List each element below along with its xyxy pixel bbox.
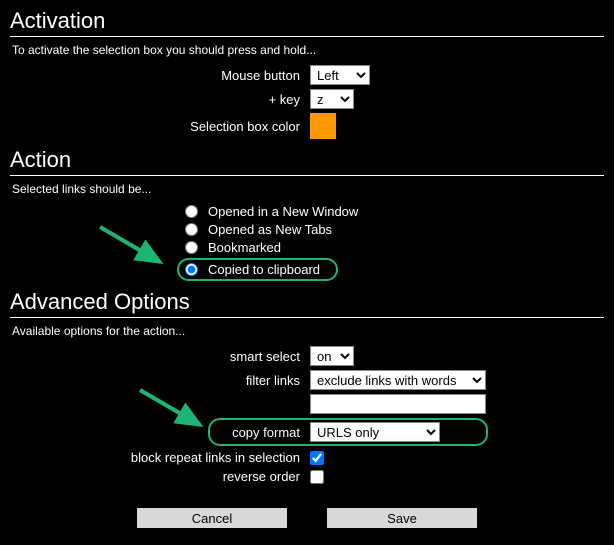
block-repeat-label: block repeat links in selection bbox=[10, 450, 310, 465]
section-title-action: Action bbox=[10, 147, 604, 176]
smart-select[interactable]: on bbox=[310, 346, 354, 366]
smart-select-label: smart select bbox=[10, 349, 310, 364]
advanced-subtitle: Available options for the action... bbox=[10, 324, 604, 338]
action-subtitle: Selected links should be... bbox=[10, 182, 604, 196]
radio-clipboard[interactable]: Copied to clipboard bbox=[185, 262, 320, 277]
radio-new-tabs-label: Opened as New Tabs bbox=[208, 222, 332, 237]
cancel-button[interactable]: Cancel bbox=[137, 508, 287, 528]
radio-clipboard-input[interactable] bbox=[185, 263, 198, 276]
radio-bookmarked[interactable]: Bookmarked bbox=[185, 240, 604, 255]
block-repeat-checkbox[interactable] bbox=[310, 451, 324, 465]
save-button[interactable]: Save bbox=[327, 508, 477, 528]
reverse-order-checkbox[interactable] bbox=[310, 470, 324, 484]
color-label: Selection box color bbox=[10, 119, 310, 134]
color-swatch[interactable] bbox=[310, 113, 336, 139]
radio-new-window-label: Opened in a New Window bbox=[208, 204, 358, 219]
radio-new-window[interactable]: Opened in a New Window bbox=[185, 204, 604, 219]
mouse-button-label: Mouse button bbox=[10, 68, 310, 83]
radio-clipboard-highlight: Copied to clipboard bbox=[177, 258, 338, 281]
key-label: + key bbox=[10, 92, 310, 107]
radio-new-window-input[interactable] bbox=[185, 205, 198, 218]
copy-format-label: copy format bbox=[216, 425, 310, 440]
copy-format-select[interactable]: URLS only bbox=[310, 422, 440, 442]
mouse-button-select[interactable]: Left bbox=[310, 65, 370, 85]
activation-subtitle: To activate the selection box you should… bbox=[10, 43, 604, 57]
filter-links-label: filter links bbox=[10, 373, 310, 388]
section-title-activation: Activation bbox=[10, 8, 604, 37]
section-title-advanced: Advanced Options bbox=[10, 289, 604, 318]
filter-links-select[interactable]: exclude links with words bbox=[310, 370, 486, 390]
radio-new-tabs[interactable]: Opened as New Tabs bbox=[185, 222, 604, 237]
copy-format-highlight: copy format URLS only bbox=[208, 418, 488, 446]
filter-text-input[interactable] bbox=[310, 394, 486, 414]
radio-clipboard-label: Copied to clipboard bbox=[208, 262, 320, 277]
radio-bookmarked-input[interactable] bbox=[185, 241, 198, 254]
radio-bookmarked-label: Bookmarked bbox=[208, 240, 281, 255]
key-select[interactable]: z bbox=[310, 89, 354, 109]
radio-new-tabs-input[interactable] bbox=[185, 223, 198, 236]
reverse-order-label: reverse order bbox=[10, 469, 310, 484]
action-radio-group: Opened in a New Window Opened as New Tab… bbox=[10, 204, 604, 281]
